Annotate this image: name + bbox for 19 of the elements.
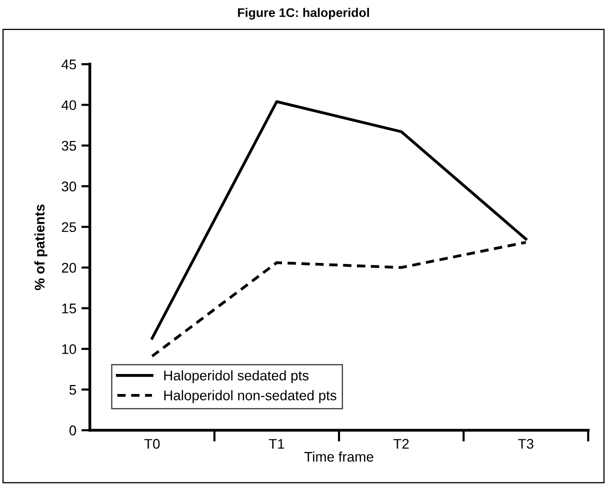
y-tick-label: 45 — [62, 60, 76, 70]
y-tick-label: 20 — [62, 262, 76, 273]
x-tick-label: T3 — [518, 438, 534, 449]
legend-label: Haloperidol non-sedated pts — [164, 390, 336, 404]
x-tick-label: T1 — [268, 439, 284, 449]
y-tick-label: 0 — [69, 426, 76, 436]
y-tick-label: 25 — [62, 222, 76, 232]
y-tick-label: 40 — [62, 100, 76, 110]
y-tick-label: 15 — [62, 304, 76, 314]
y-tick-label: 5 — [69, 385, 76, 395]
y-tick-label: 30 — [62, 182, 76, 192]
x-tick-label: T2 — [394, 438, 409, 449]
chart-title: Figure 1C: haloperidol — [238, 8, 369, 20]
y-axis-title: % of patients — [34, 204, 48, 290]
x-tick-label: T0 — [144, 438, 160, 449]
x-axis-title: Time frame — [304, 452, 374, 462]
legend-label: Haloperidol sedated pts — [164, 370, 309, 384]
y-tick-label: 10 — [62, 344, 76, 354]
y-tick-label: 35 — [62, 140, 76, 151]
